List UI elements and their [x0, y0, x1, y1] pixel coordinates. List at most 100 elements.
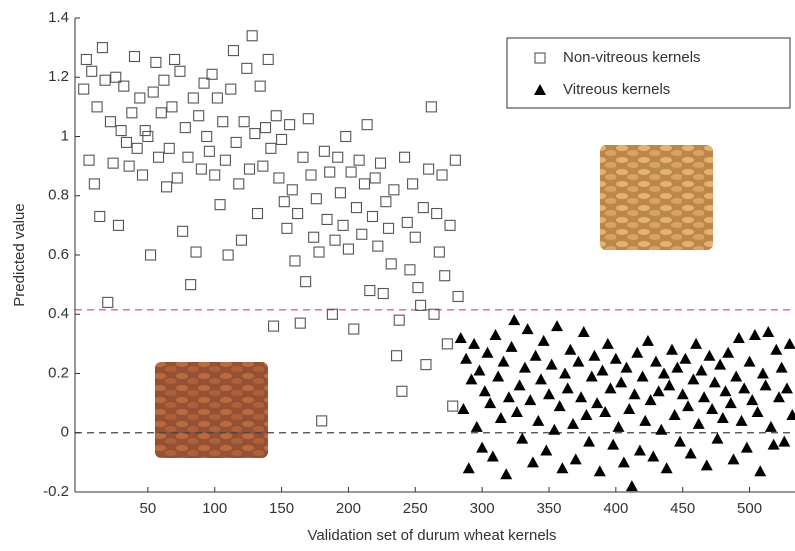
point [521, 323, 534, 335]
point [161, 181, 173, 193]
point [350, 202, 362, 214]
point [583, 435, 596, 447]
point [711, 432, 724, 444]
point [478, 385, 491, 397]
point [96, 42, 108, 54]
point [356, 228, 368, 240]
point [150, 56, 162, 68]
x-tick-label: 300 [470, 500, 495, 517]
point [211, 92, 223, 104]
point [502, 391, 515, 403]
point [94, 210, 106, 223]
point [625, 480, 638, 492]
point [425, 101, 437, 113]
point [500, 468, 513, 480]
point [647, 450, 660, 462]
x-tick-label: 150 [269, 500, 294, 517]
legend-label: Non-vitreous kernels [563, 49, 701, 66]
point [473, 364, 486, 376]
point [423, 163, 435, 175]
point [756, 367, 769, 379]
point [652, 385, 665, 397]
point [120, 136, 133, 148]
point [759, 379, 772, 391]
point [276, 133, 288, 146]
point [391, 350, 403, 362]
point [118, 80, 130, 92]
point [671, 361, 684, 373]
point [115, 125, 127, 137]
point [353, 154, 365, 166]
point [332, 151, 344, 163]
point [201, 130, 213, 143]
point [219, 154, 231, 166]
point [518, 361, 531, 373]
point [700, 459, 713, 471]
point [185, 279, 197, 291]
point [732, 331, 745, 343]
point [564, 343, 577, 355]
point [612, 420, 625, 432]
point [88, 178, 100, 190]
point [369, 172, 381, 184]
point [724, 397, 737, 409]
point [318, 145, 330, 157]
point [641, 334, 654, 346]
point [762, 326, 775, 338]
point [431, 207, 443, 220]
point [436, 169, 448, 181]
point [166, 101, 178, 113]
y-axis-label: Predicted value [11, 203, 28, 306]
point [112, 219, 125, 231]
point [716, 411, 729, 423]
point [508, 314, 521, 326]
point [476, 441, 489, 453]
point [698, 391, 711, 403]
point [727, 453, 740, 465]
point [217, 116, 229, 128]
point [126, 107, 138, 119]
point [748, 328, 761, 340]
point [665, 343, 678, 355]
point [329, 234, 341, 246]
point [537, 334, 550, 346]
point [401, 216, 413, 228]
point [396, 385, 408, 397]
point [569, 453, 582, 465]
point [703, 349, 716, 361]
point [123, 160, 135, 172]
point [278, 196, 290, 208]
point [206, 68, 218, 80]
point [136, 169, 149, 181]
point [404, 264, 416, 276]
x-tick-label: 400 [603, 500, 628, 517]
x-axis-label: Validation set of durum wheat kernels [307, 527, 556, 544]
point [259, 122, 272, 134]
point [596, 364, 609, 376]
point [209, 169, 221, 181]
point [361, 119, 373, 131]
point [238, 116, 250, 128]
point [513, 379, 526, 391]
point [302, 113, 314, 125]
point [348, 323, 360, 335]
point [246, 30, 258, 42]
x-tick-label: 200 [336, 500, 361, 517]
point [284, 119, 296, 131]
point [663, 379, 676, 391]
point [91, 101, 103, 113]
y-tick-label: 1 [61, 127, 69, 144]
point [687, 373, 700, 385]
y-tick-label: -0.2 [43, 483, 69, 500]
point [292, 207, 304, 220]
point [86, 65, 98, 77]
point [249, 127, 261, 140]
point [719, 385, 732, 397]
point [708, 376, 721, 388]
point [738, 382, 751, 394]
point [337, 219, 349, 231]
point [657, 367, 670, 379]
point [714, 358, 727, 370]
point [225, 83, 237, 95]
point [628, 388, 641, 400]
